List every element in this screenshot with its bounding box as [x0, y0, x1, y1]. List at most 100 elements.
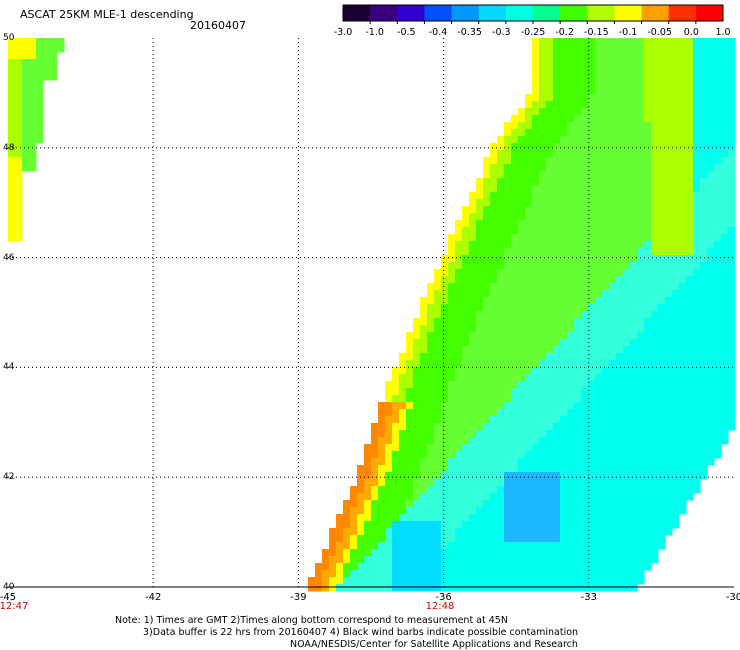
field-cell: [616, 206, 624, 214]
field-cell: [420, 500, 428, 508]
field-cell: [574, 388, 582, 396]
field-cell: [525, 514, 533, 522]
field-cell: [567, 38, 575, 46]
field-cell: [567, 486, 575, 494]
time-label-start: 12:47: [0, 601, 29, 612]
x-tick-label: -30: [725, 592, 740, 603]
field-cell: [630, 283, 638, 291]
field-cell: [546, 493, 554, 501]
field-cell: [707, 360, 715, 368]
field-cell: [539, 465, 547, 473]
field-cell: [511, 584, 519, 592]
field-cell: [539, 157, 547, 165]
field-cell: [476, 493, 484, 501]
field-cell: [462, 451, 470, 459]
field-cell: [595, 143, 603, 151]
field-cell: [539, 122, 547, 130]
field-cell: [700, 150, 708, 158]
field-cell: [413, 444, 421, 452]
field-cell: [427, 444, 435, 452]
field-cell: [469, 451, 477, 459]
field-cell: [616, 276, 624, 284]
field-cell: [707, 157, 715, 165]
field-cell: [595, 332, 603, 340]
field-cell: [686, 241, 694, 249]
field-cell: [448, 255, 456, 263]
field-cell: [574, 332, 582, 340]
field-cell: [448, 304, 456, 312]
field-cell: [36, 52, 44, 60]
field-cell: [36, 45, 44, 53]
field-cell: [693, 402, 701, 410]
field-cell: [665, 45, 673, 53]
field-cell: [8, 185, 16, 193]
field-cell: [434, 577, 442, 585]
field-cell: [679, 269, 687, 277]
field-cell: [8, 87, 16, 95]
field-cell: [700, 353, 708, 361]
field-cell: [385, 479, 393, 487]
field-cell: [455, 283, 463, 291]
field-cell: [532, 402, 540, 410]
field-cell: [483, 290, 491, 298]
field-cell: [497, 248, 505, 256]
field-cell: [658, 297, 666, 305]
field-cell: [490, 486, 498, 494]
field-cell: [686, 192, 694, 200]
field-cell: [50, 45, 58, 53]
field-cell: [420, 430, 428, 438]
field-cell: [728, 101, 736, 109]
field-cell: [462, 311, 470, 319]
field-cell: [637, 563, 645, 571]
field-cell: [406, 521, 414, 529]
field-cell: [553, 353, 561, 361]
field-cell: [497, 164, 505, 172]
field-cell: [371, 437, 379, 445]
field-cell: [609, 584, 617, 592]
field-cell: [413, 479, 421, 487]
field-cell: [504, 318, 512, 326]
field-cell: [616, 556, 624, 564]
field-cell: [490, 360, 498, 368]
field-cell: [518, 241, 526, 249]
field-cell: [616, 465, 624, 473]
field-cell: [581, 178, 589, 186]
field-cell: [469, 269, 477, 277]
field-cell: [728, 59, 736, 67]
field-cell: [462, 479, 470, 487]
field-cell: [455, 220, 463, 228]
field-cell: [644, 290, 652, 298]
field-cell: [483, 227, 491, 235]
field-cell: [658, 66, 666, 74]
field-cell: [441, 444, 449, 452]
field-cell: [448, 486, 456, 494]
field-cell: [700, 52, 708, 60]
field-cell: [595, 423, 603, 431]
field-cell: [700, 444, 708, 452]
field-cell: [623, 381, 631, 389]
field-cell: [476, 535, 484, 543]
field-cell: [602, 52, 610, 60]
field-cell: [567, 73, 575, 81]
field-cell: [322, 549, 330, 557]
field-cell: [490, 409, 498, 417]
field-cell: [581, 416, 589, 424]
field-cell: [371, 458, 379, 466]
field-cell: [574, 409, 582, 417]
field-cell: [630, 542, 638, 550]
field-cell: [644, 178, 652, 186]
field-cell: [644, 528, 652, 536]
field-cell: [679, 199, 687, 207]
field-cell: [420, 465, 428, 473]
field-cell: [539, 297, 547, 305]
field-cell: [455, 465, 463, 473]
field-cell: [721, 213, 729, 221]
field-cell: [602, 45, 610, 53]
note-line-3: NOAA/NESDIS/Center for Satellite Applica…: [290, 639, 578, 650]
field-cell: [364, 507, 372, 515]
field-cell: [553, 227, 561, 235]
field-cell: [406, 423, 414, 431]
field-cell: [686, 437, 694, 445]
field-cell: [588, 38, 596, 46]
field-cell: [518, 465, 526, 473]
